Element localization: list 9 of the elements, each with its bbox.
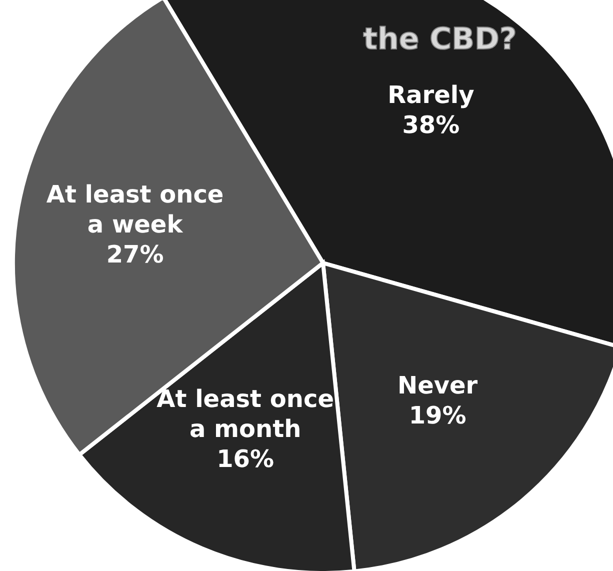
slice-label: Rarely bbox=[388, 81, 475, 110]
data-label: 27% bbox=[106, 240, 164, 268]
data-label: 16% bbox=[216, 445, 274, 474]
slice-label: At least once a month bbox=[156, 385, 334, 444]
slice-label: At least once a week bbox=[46, 180, 224, 238]
data-label: 38% bbox=[402, 111, 460, 140]
data-label: 19% bbox=[408, 401, 466, 430]
text: the CBD? bbox=[362, 22, 518, 57]
slice-label: Never bbox=[397, 371, 478, 400]
